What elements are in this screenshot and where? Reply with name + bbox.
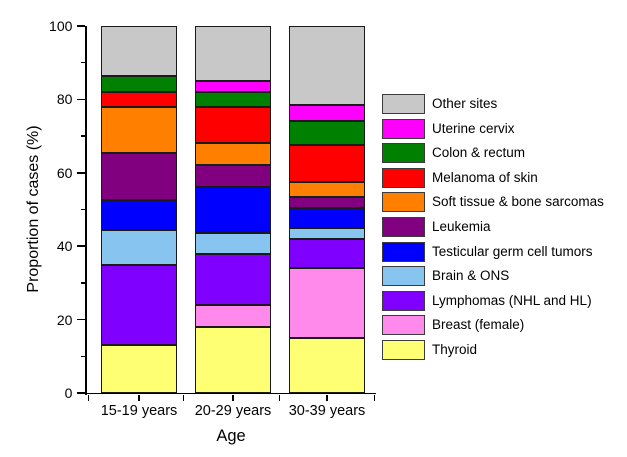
x-tick-label: 20-29 years bbox=[194, 403, 272, 419]
y-minor-tick bbox=[80, 355, 86, 357]
x-major-tick bbox=[326, 394, 328, 402]
y-major-tick bbox=[77, 25, 86, 27]
legend-label: Melanoma of skin bbox=[432, 169, 538, 185]
x-boundary-tick bbox=[373, 394, 376, 402]
bar-segment bbox=[195, 26, 271, 82]
bar-segment bbox=[289, 227, 365, 239]
legend-item: Breast (female) bbox=[382, 315, 604, 336]
legend-item: Leukemia bbox=[382, 216, 604, 237]
bar-segment bbox=[101, 92, 177, 107]
legend-label: Thyroid bbox=[432, 341, 478, 357]
bar-segment bbox=[195, 165, 271, 188]
y-tick-label: 20 bbox=[56, 311, 73, 328]
x-major-tick bbox=[138, 394, 140, 402]
y-tick-label: 0 bbox=[64, 385, 73, 401]
bar-segment bbox=[289, 26, 365, 105]
x-tick-label: 15-19 years bbox=[100, 403, 178, 419]
bar-segment bbox=[289, 238, 365, 269]
legend-swatch bbox=[382, 241, 425, 262]
y-major-tick bbox=[77, 98, 86, 101]
legend-swatch bbox=[382, 216, 425, 237]
x-tick-label: 30-39 years bbox=[288, 403, 366, 419]
legend-swatch bbox=[382, 266, 425, 287]
y-major-tick bbox=[77, 172, 86, 174]
bar-segment bbox=[101, 26, 177, 76]
legend-label: Uterine cervix bbox=[432, 120, 515, 136]
bar-segment bbox=[195, 106, 271, 144]
legend-swatch bbox=[382, 192, 425, 213]
y-minor-tick bbox=[80, 135, 86, 137]
legend-item: Other sites bbox=[382, 94, 604, 114]
bar-segment bbox=[101, 200, 177, 230]
legend-label: Soft tissue & bone sarcomas bbox=[432, 194, 604, 210]
legend-swatch bbox=[382, 143, 425, 164]
legend-label: Testicular germ cell tumors bbox=[432, 243, 593, 259]
legend-item: Lymphomas (NHL and HL) bbox=[382, 290, 604, 311]
x-boundary-tick bbox=[278, 394, 281, 402]
x-boundary-tick bbox=[87, 394, 90, 402]
x-axis-title: Age bbox=[216, 427, 246, 445]
y-tick-label: 100 bbox=[49, 18, 73, 34]
legend-swatch bbox=[382, 339, 425, 360]
legend-item: Uterine cervix bbox=[382, 118, 604, 139]
legend-item: Soft tissue & bone sarcomas bbox=[382, 192, 604, 213]
y-major-tick bbox=[77, 245, 86, 247]
legend-label: Leukemia bbox=[432, 218, 491, 234]
bar-segment bbox=[195, 143, 271, 166]
y-tick-label: 40 bbox=[56, 238, 73, 255]
y-minor-tick bbox=[80, 208, 86, 211]
legend-item: Testicular germ cell tumors bbox=[382, 241, 604, 262]
bar-segment bbox=[289, 268, 365, 338]
legend-swatch bbox=[382, 94, 425, 114]
y-tick-label: 80 bbox=[56, 91, 73, 108]
legend-label: Other sites bbox=[432, 96, 498, 111]
legend-label: Colon & rectum bbox=[432, 145, 526, 161]
x-axis-line bbox=[85, 392, 376, 395]
bar-segment bbox=[289, 121, 365, 146]
bar-segment bbox=[101, 345, 177, 393]
legend-item: Thyroid bbox=[382, 339, 604, 360]
legend-swatch bbox=[382, 315, 425, 336]
bar-segment bbox=[195, 304, 271, 327]
legend-label: Breast (female) bbox=[432, 317, 525, 333]
bar-segment bbox=[289, 207, 365, 228]
bar-segment bbox=[195, 233, 271, 254]
bar-segment bbox=[289, 104, 365, 122]
legend-label: Brain & ONS bbox=[432, 268, 510, 284]
bar-segment bbox=[289, 145, 365, 182]
y-major-tick bbox=[77, 392, 86, 394]
legend-swatch bbox=[382, 290, 425, 311]
x-major-tick bbox=[232, 394, 234, 402]
legend-swatch bbox=[382, 167, 425, 188]
bar-segment bbox=[101, 229, 177, 265]
bar-segment bbox=[101, 152, 177, 201]
bar-segment bbox=[289, 181, 365, 197]
y-tick-label: 60 bbox=[56, 164, 73, 181]
legend: Other sites Uterine cervix Colon & rectum M… bbox=[382, 94, 604, 360]
y-axis-line bbox=[85, 26, 87, 395]
bar-segment bbox=[195, 81, 271, 93]
bar-segment bbox=[101, 264, 177, 346]
legend-item: Colon & rectum bbox=[382, 143, 604, 164]
x-boundary-tick bbox=[182, 394, 185, 402]
bar-segment bbox=[195, 253, 271, 305]
bar-segment bbox=[195, 187, 271, 234]
bar-segment bbox=[195, 92, 271, 107]
y-major-tick bbox=[77, 318, 86, 321]
bar-segment bbox=[101, 75, 177, 93]
y-minor-tick bbox=[80, 282, 86, 284]
legend-item: Melanoma of skin bbox=[382, 167, 604, 188]
legend-swatch bbox=[382, 118, 425, 139]
legend-label: Lymphomas (NHL and HL) bbox=[432, 292, 592, 308]
bar-segment bbox=[289, 196, 365, 208]
bar-segment bbox=[195, 326, 271, 393]
y-minor-tick bbox=[80, 62, 86, 64]
bar-segment bbox=[101, 106, 177, 153]
bar-segment bbox=[289, 337, 365, 393]
legend-item: Brain & ONS bbox=[382, 266, 604, 287]
